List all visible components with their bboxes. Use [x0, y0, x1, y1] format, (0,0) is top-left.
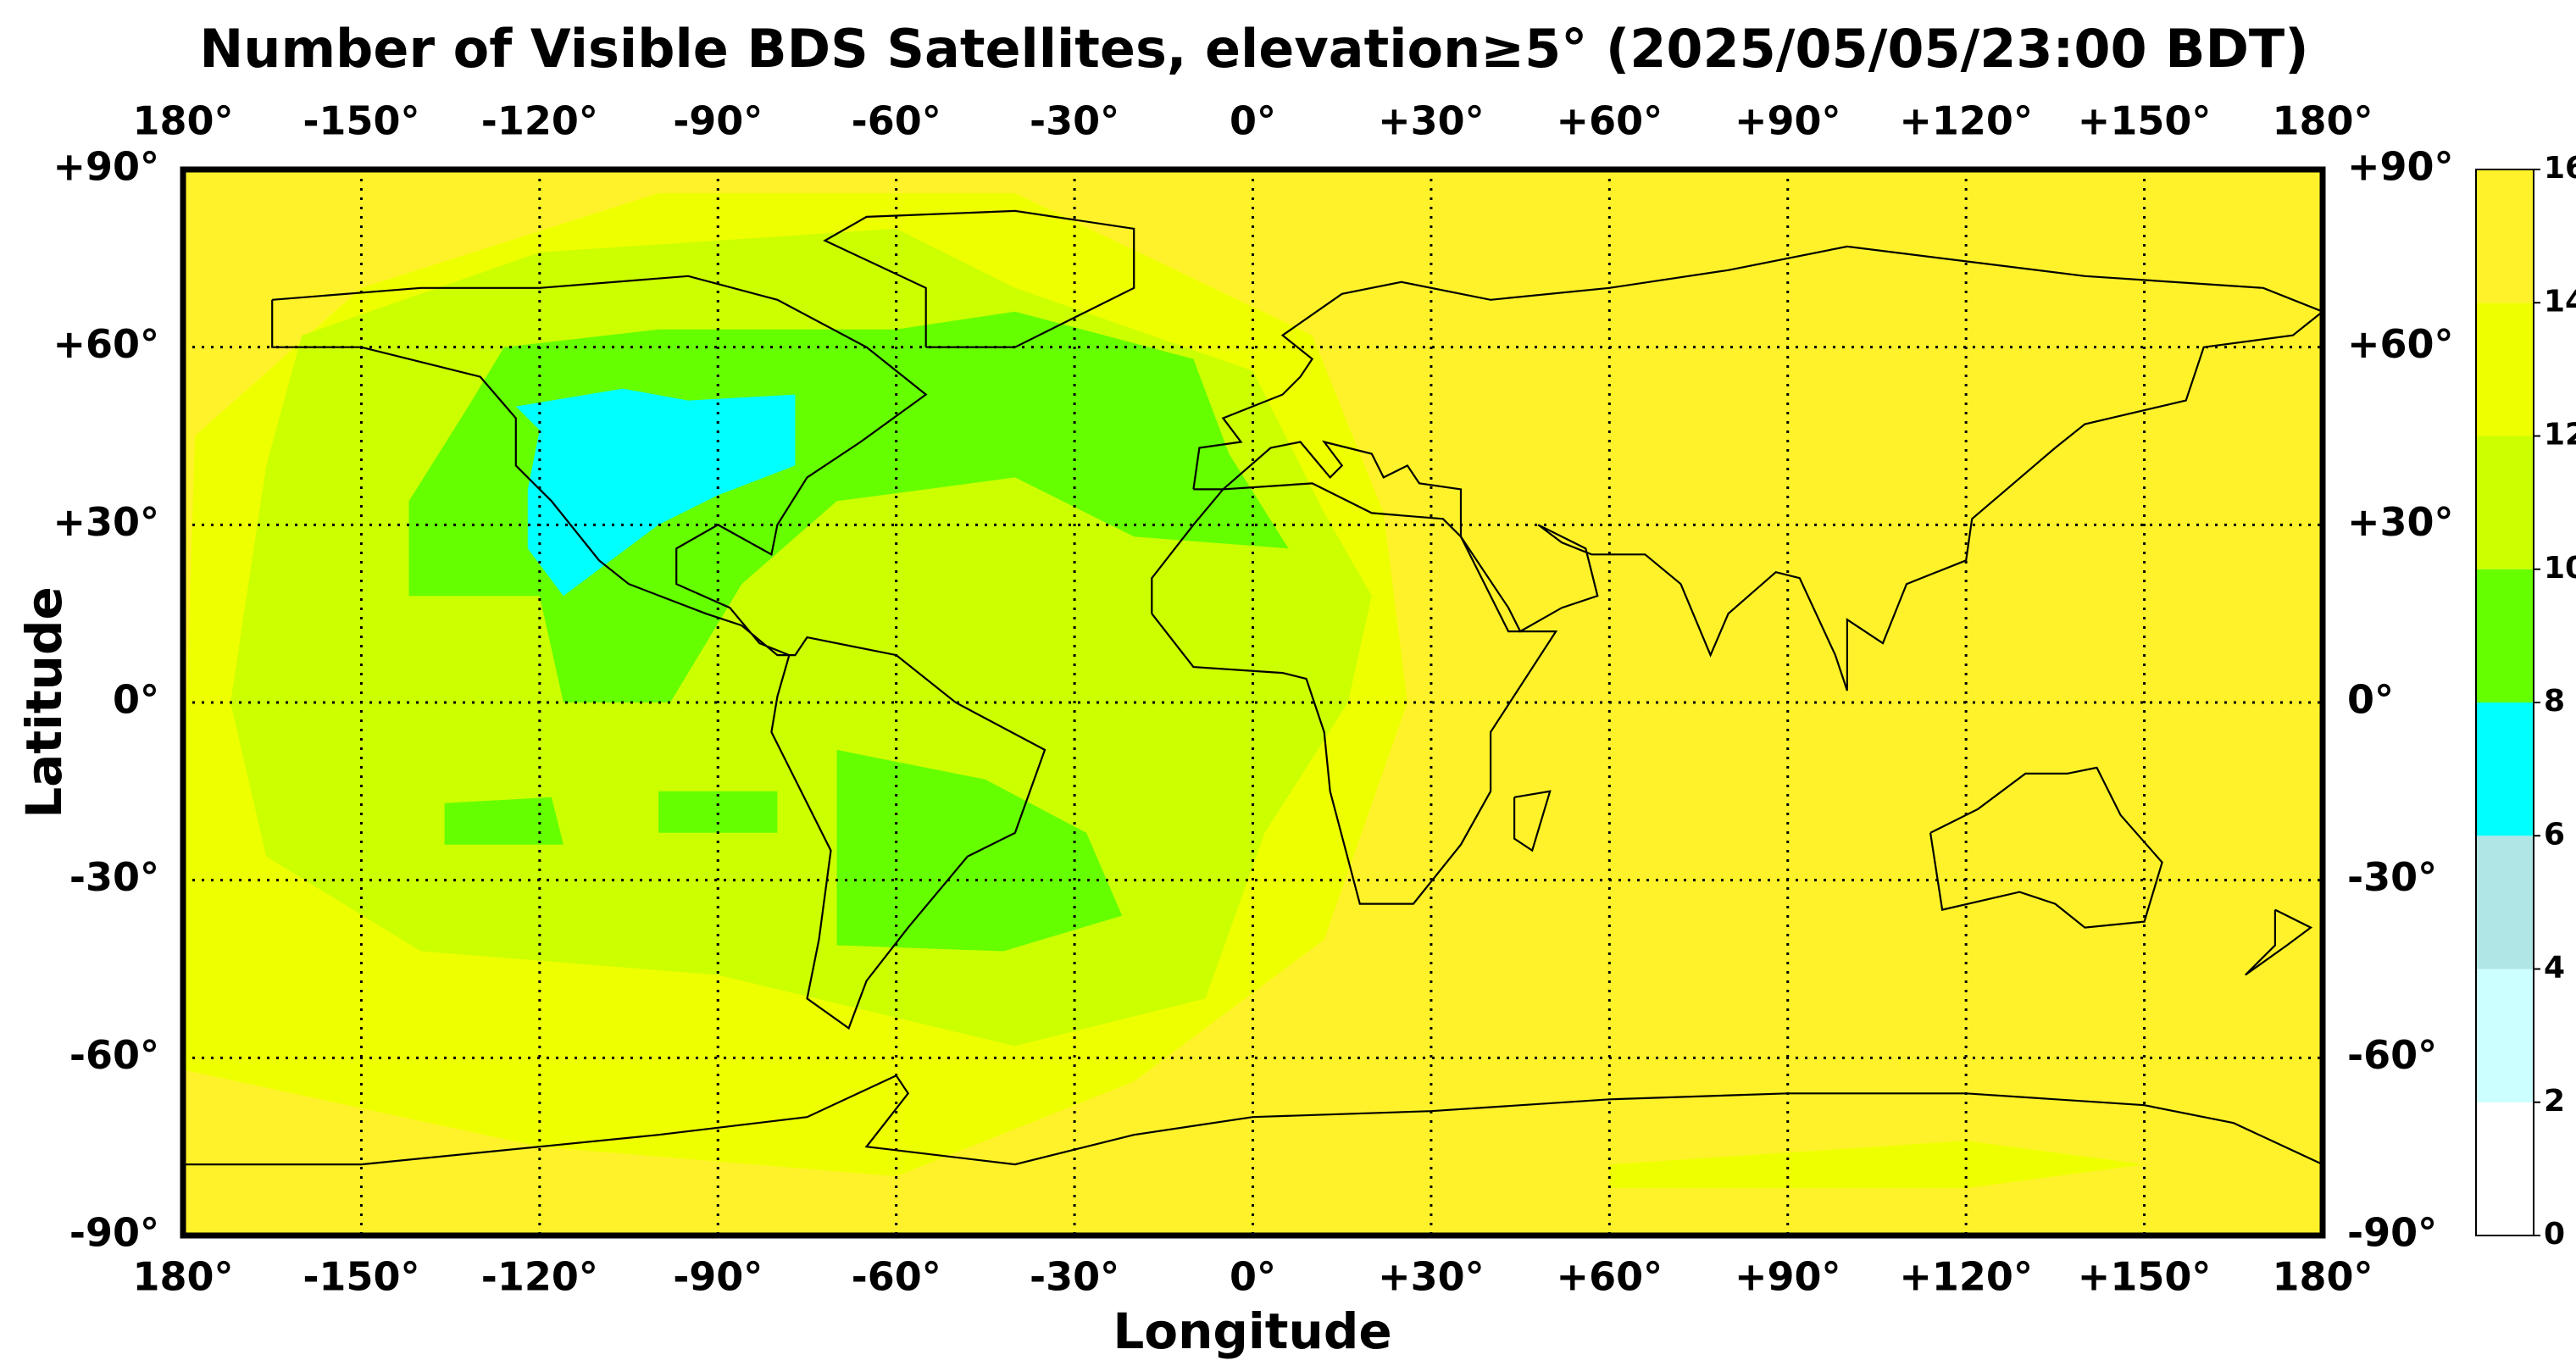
y-tick-label: -60° [2347, 1032, 2437, 1078]
colorbar-segment [2476, 569, 2534, 702]
x-tick-label: +60° [1557, 1254, 1663, 1300]
x-tick-label: +90° [1735, 1254, 1841, 1300]
x-tick-label: 180° [2272, 1254, 2373, 1300]
x-tick-label: +60° [1557, 98, 1663, 144]
colorbar-segment [2476, 1102, 2534, 1236]
x-tick-label: 0° [1230, 1254, 1276, 1300]
x-axis-label: Longitude [1113, 1302, 1391, 1360]
y-tick-label: +90° [53, 144, 159, 190]
x-tick-label: +30° [1378, 1254, 1485, 1300]
colorbar-tick-label: 8 [2544, 684, 2565, 719]
coverage-region [658, 791, 778, 833]
y-tick-label: +90° [2347, 144, 2454, 190]
y-tick-label: -90° [2347, 1210, 2437, 1256]
x-tick-label: 0° [1230, 98, 1276, 144]
x-tick-label: -60° [852, 98, 941, 144]
x-tick-label: -30° [1030, 98, 1119, 144]
colorbar-segment [2476, 969, 2534, 1102]
colorbar-tick-label: 16 [2544, 151, 2576, 186]
coverage-region [1609, 1141, 2145, 1189]
x-tick-label: +120° [1899, 1254, 2033, 1300]
colorbar-tick-label: 10 [2544, 551, 2576, 586]
colorbar-segment [2476, 702, 2534, 836]
colorbar-segment [2476, 169, 2534, 303]
x-tick-label: -90° [673, 1254, 763, 1300]
colorbar-tick-label: 0 [2544, 1217, 2565, 1252]
x-tick-label: +150° [2078, 98, 2212, 144]
colorbar-tick-label: 6 [2544, 817, 2565, 852]
coastline [2245, 908, 2313, 976]
x-tick-label: 180° [132, 1254, 233, 1300]
y-tick-label: +60° [53, 321, 159, 367]
colorbar-segment [2476, 303, 2534, 436]
x-tick-label: +150° [2078, 1254, 2212, 1300]
x-tick-label: -120° [481, 1254, 598, 1300]
plot-frame [180, 166, 2326, 1239]
y-tick-label: -30° [69, 854, 159, 900]
x-tick-label: -60° [852, 1254, 941, 1300]
x-tick-label: -90° [673, 98, 763, 144]
y-tick-label: +60° [2347, 321, 2454, 367]
coastline [1192, 245, 2323, 691]
x-tick-label: +30° [1378, 98, 1485, 144]
x-tick-label: -120° [481, 98, 598, 144]
y-tick-label: 0° [113, 677, 159, 723]
colorbar-segment [2476, 436, 2534, 569]
colorbar-tick-label: 2 [2544, 1084, 2565, 1119]
x-tick-label: +120° [1899, 98, 2033, 144]
y-tick-label: 0° [2347, 677, 2394, 723]
x-tick-label: 180° [2272, 98, 2373, 144]
coastline [823, 209, 1135, 348]
coverage-region [444, 797, 564, 845]
colorbar-tick-label: 14 [2544, 284, 2576, 319]
x-tick-label: -30° [1030, 1254, 1119, 1300]
x-tick-label: -150° [303, 1254, 419, 1300]
y-tick-label: -30° [2347, 854, 2437, 900]
colorbar-segment [2476, 836, 2534, 969]
y-axis-label: Latitude [15, 586, 73, 819]
y-tick-label: +30° [53, 499, 159, 545]
colorbar-tick-label: 12 [2544, 418, 2576, 453]
y-tick-label: -60° [69, 1032, 159, 1078]
x-tick-label: 180° [132, 98, 233, 144]
chart-title: Number of Visible BDS Satellites, elevat… [199, 18, 2308, 80]
colorbar-tick-label: 4 [2544, 951, 2565, 986]
x-tick-label: +90° [1735, 98, 1841, 144]
coastline [1513, 790, 1552, 852]
x-tick-label: -150° [303, 98, 419, 144]
y-tick-label: -90° [69, 1210, 159, 1256]
coastline [271, 275, 1046, 1030]
y-tick-label: +30° [2347, 499, 2454, 545]
coastline [1929, 766, 2163, 929]
